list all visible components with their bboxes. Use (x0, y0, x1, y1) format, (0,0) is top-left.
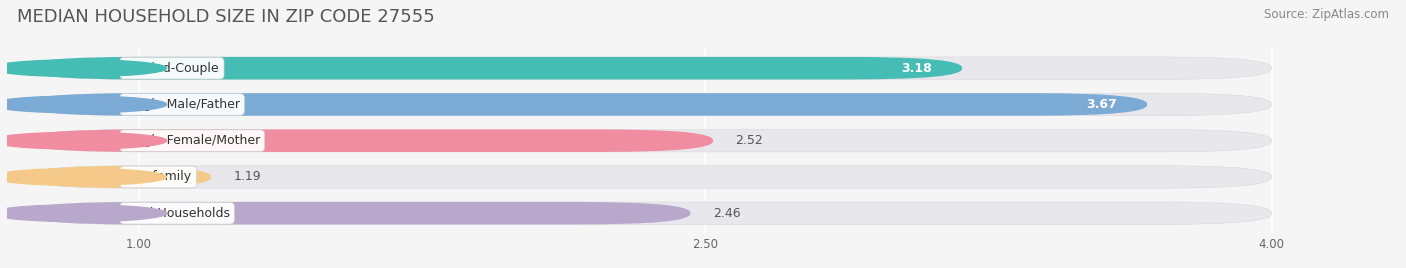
Text: Source: ZipAtlas.com: Source: ZipAtlas.com (1264, 8, 1389, 21)
FancyBboxPatch shape (25, 202, 690, 225)
Circle shape (0, 96, 166, 113)
Text: 2.46: 2.46 (713, 207, 741, 220)
Circle shape (0, 205, 166, 222)
FancyBboxPatch shape (25, 93, 1271, 116)
FancyBboxPatch shape (25, 166, 211, 188)
Text: Single Female/Mother: Single Female/Mother (124, 134, 260, 147)
Text: 3.67: 3.67 (1085, 98, 1116, 111)
Circle shape (0, 60, 166, 77)
Text: Total Households: Total Households (124, 207, 231, 220)
FancyBboxPatch shape (25, 129, 1271, 152)
FancyBboxPatch shape (25, 57, 1271, 79)
FancyBboxPatch shape (25, 166, 1271, 188)
FancyBboxPatch shape (25, 93, 1147, 116)
Text: 3.18: 3.18 (901, 62, 932, 75)
Text: 2.52: 2.52 (735, 134, 763, 147)
FancyBboxPatch shape (25, 202, 1271, 225)
FancyBboxPatch shape (25, 57, 962, 79)
Text: Married-Couple: Married-Couple (124, 62, 219, 75)
Text: MEDIAN HOUSEHOLD SIZE IN ZIP CODE 27555: MEDIAN HOUSEHOLD SIZE IN ZIP CODE 27555 (17, 8, 434, 26)
FancyBboxPatch shape (25, 129, 713, 152)
Text: Single Male/Father: Single Male/Father (124, 98, 240, 111)
Text: 1.19: 1.19 (233, 170, 262, 184)
Circle shape (0, 132, 166, 149)
Circle shape (0, 169, 166, 185)
Text: Non-family: Non-family (124, 170, 193, 184)
